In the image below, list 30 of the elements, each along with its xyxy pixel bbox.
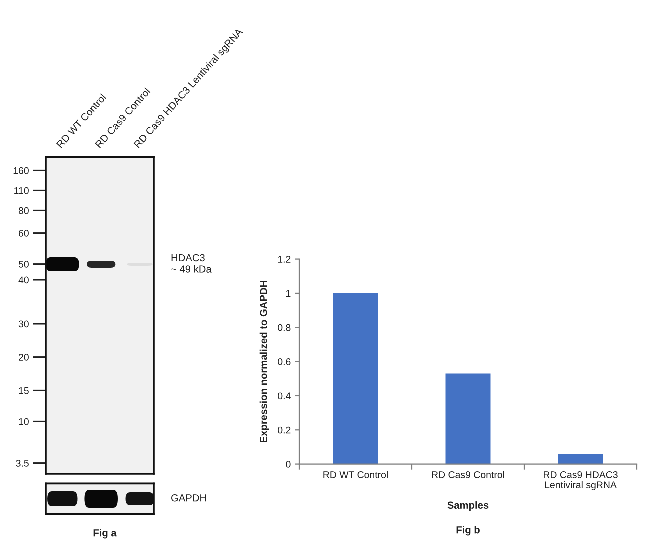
x-tick-label: RD Cas9 HDAC3 Lentiviral sgRNA (544, 472, 618, 490)
y-tick-label: 0.4 (278, 392, 291, 400)
bar (446, 374, 491, 464)
text: Fig b (456, 526, 480, 536)
text: HDAC3 ~ 49 kDa (171, 254, 212, 273)
bar (558, 454, 604, 464)
y-tick-label: 0.2 (278, 426, 291, 434)
y-tick-label: 0 (286, 461, 291, 468)
text: 40 (18, 276, 29, 284)
text: 3.5 (16, 460, 29, 467)
text: 15 (19, 388, 29, 394)
text: 50 (18, 261, 29, 268)
text: 110 (14, 187, 29, 194)
x-tick-label: RD Cas9 Control (432, 471, 504, 478)
x-axis-title: Samples (448, 502, 489, 511)
text: 160 (14, 167, 29, 174)
text: 80 (18, 207, 29, 214)
text: 60 (19, 230, 29, 237)
text: 10 (19, 418, 29, 426)
y-tick-label: 1.2 (278, 256, 291, 263)
y-tick-label: 1 (286, 290, 291, 297)
x-tick-label: RD WT Control (324, 471, 388, 478)
y-tick-label: 0.8 (278, 324, 291, 332)
text: Fig a (94, 529, 117, 539)
text: 30 (18, 320, 29, 328)
y-tick-label: 0.6 (278, 358, 291, 366)
text: GAPDH (172, 494, 206, 502)
text: 20 (19, 354, 29, 361)
y-axis-title: Expression normalized to GAPDH (260, 281, 270, 443)
bar (333, 293, 378, 464)
